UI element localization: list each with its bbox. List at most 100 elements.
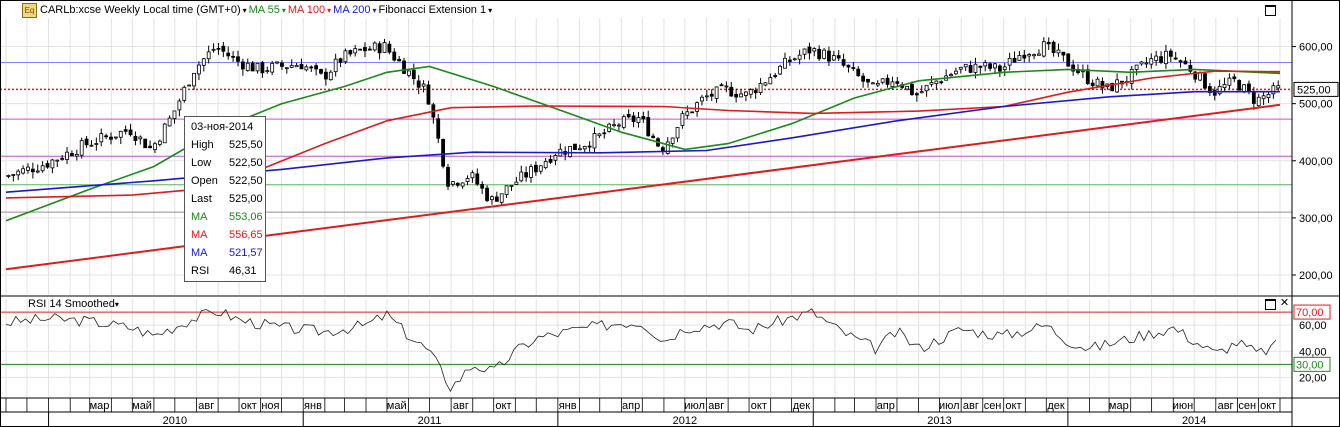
close-rsi-panel-icon[interactable]: ✕ (1279, 297, 1290, 309)
candle-body (514, 181, 519, 185)
price-tick-label: 400,00 (1299, 156, 1333, 168)
tooltip-row-value: 553,06 (229, 211, 263, 223)
candle-body (377, 43, 382, 54)
tooltip-row: Open 522,50 (191, 172, 263, 190)
candle-body (582, 145, 587, 150)
candle-body (74, 154, 79, 157)
candle-body (543, 161, 548, 169)
month-label: апр (622, 400, 640, 412)
candle-body (289, 65, 294, 68)
candle-body (822, 49, 826, 59)
maximize-rsi-panel-icon[interactable] (1265, 299, 1276, 310)
candle-body (851, 67, 856, 69)
candle-body (641, 116, 646, 120)
candle-body (573, 143, 577, 151)
candle-body (646, 117, 651, 137)
ma200-dropdown-icon[interactable]: ▾ (372, 5, 377, 15)
tooltip-row: MA 553,06 (191, 208, 263, 226)
candle-body (319, 68, 323, 74)
month-label: авг (198, 400, 214, 412)
fibonacci-dropdown-icon[interactable]: ▾ (488, 5, 493, 15)
candle-body (284, 67, 289, 70)
time-axis[interactable]: мар май авг окт ноя янв май авг окт янв апр июл авг о… (5, 398, 1281, 427)
candle-body (695, 102, 699, 112)
candle-body (470, 172, 475, 179)
candle-body (670, 137, 675, 144)
rsi-level-badge (1293, 356, 1331, 372)
candle-body (84, 138, 89, 146)
candle-body (797, 54, 802, 60)
candle-body (133, 135, 138, 141)
candle-body (387, 43, 392, 53)
candle-body (587, 145, 592, 148)
candle-body (6, 174, 11, 177)
ma55-label[interactable]: MA 55 (248, 4, 280, 16)
candle-body (1159, 56, 1163, 63)
candle-body (123, 129, 128, 132)
candle-body (1188, 64, 1193, 72)
candle-body (407, 70, 411, 76)
month-label: янв (559, 400, 577, 412)
ma100-dropdown-icon[interactable]: ▾ (327, 5, 332, 15)
candle-body (436, 118, 441, 139)
price-axis[interactable]: 200,00 300,00 400,00 500,00 600,00 525,00 20,0… (1292, 42, 1339, 385)
candle-body (978, 65, 983, 68)
candle-body (309, 66, 314, 69)
year-label: 2010 (163, 415, 187, 427)
candle-body (338, 58, 343, 63)
candle-body (553, 155, 558, 161)
candle-body (538, 165, 543, 172)
rsi-level-label: 70,00 (1296, 307, 1324, 319)
candle-body (724, 85, 729, 88)
month-label: окт (1260, 400, 1276, 412)
candle-body (148, 145, 152, 149)
ma200-label[interactable]: MA 200 (333, 4, 371, 16)
candle-body (714, 86, 719, 99)
maximize-main-panel-icon[interactable] (1265, 5, 1276, 16)
candle-body (1237, 80, 1242, 91)
candle-body (260, 62, 265, 74)
candle-body (675, 127, 680, 139)
candle-body (802, 48, 807, 55)
candle-body (880, 78, 885, 83)
month-label: окт (751, 400, 767, 412)
candle-body (1041, 41, 1046, 57)
price-tick-label: 600,00 (1299, 42, 1333, 54)
candle-body (206, 51, 211, 60)
eq-logo-icon[interactable]: Eq (22, 2, 37, 18)
candle-body (348, 50, 353, 55)
price-tick-label: 200,00 (1299, 270, 1333, 282)
month-label: апр (877, 400, 895, 412)
candle-body (1037, 53, 1041, 56)
month-label: авг (963, 400, 979, 412)
candle-body (704, 95, 709, 98)
candle-body (182, 86, 187, 101)
candle-body (240, 61, 245, 70)
candle-body (973, 63, 978, 73)
fibonacci-label[interactable]: Fibonacci Extension 1 (378, 4, 487, 16)
candle-body (60, 157, 65, 160)
candle-body (153, 143, 157, 151)
candle-body (333, 58, 338, 73)
candle-body (768, 77, 773, 85)
ma100-label[interactable]: MA 100 (287, 4, 326, 16)
candle-body (792, 58, 797, 61)
candle-body (734, 94, 739, 98)
candle-body (866, 78, 870, 83)
candle-body (157, 140, 162, 145)
candle-body (446, 166, 450, 187)
instrument-dropdown-icon[interactable]: ▾ (242, 5, 247, 15)
candle-body (1066, 53, 1071, 67)
candle-body (1217, 85, 1222, 95)
price-tick-label: 500,00 (1299, 99, 1333, 111)
rsi-title[interactable]: RSI 14 Smoothed (28, 298, 115, 310)
rsi-dropdown-icon[interactable]: ▾ (114, 300, 119, 309)
tooltip-row: MA 556,65 (191, 226, 263, 244)
ma55-dropdown-icon[interactable]: ▾ (281, 5, 286, 15)
candle-body (192, 72, 196, 87)
candle-body (1017, 55, 1022, 61)
candle-body (983, 62, 988, 67)
instrument-label[interactable]: CARLb:xcse Weekly Local time (GMT+0) (40, 4, 241, 16)
candle-body (55, 159, 60, 162)
tooltip-row-label: MA (191, 247, 208, 259)
